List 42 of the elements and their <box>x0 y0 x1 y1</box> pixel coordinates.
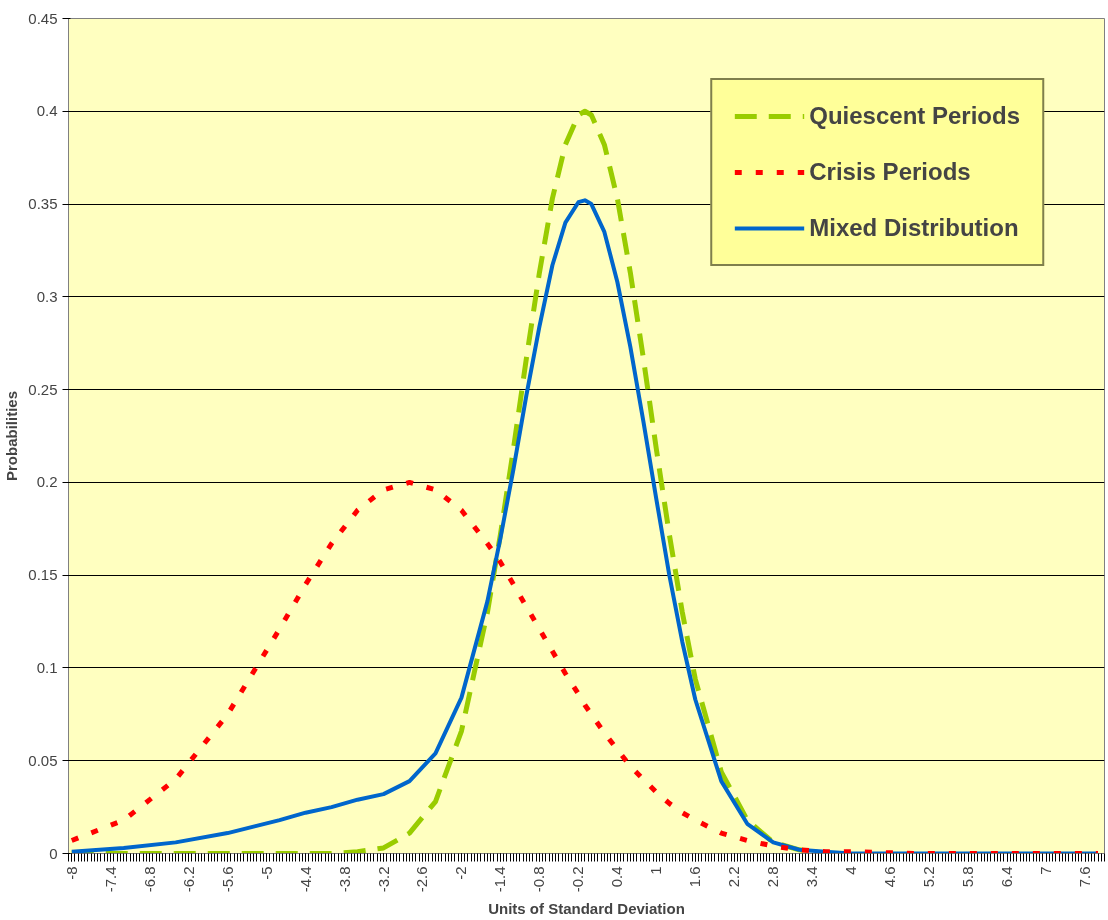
y-tick-label: 0.15 <box>28 566 58 584</box>
y-tick-label: 0.4 <box>36 102 58 120</box>
x-tick-label: 1.6 <box>686 866 704 888</box>
y-tick-label: 0.45 <box>28 9 58 27</box>
legend-label: Crisis Periods <box>809 158 971 186</box>
x-tick-label: -6.8 <box>140 866 158 893</box>
x-tick-label: 4.6 <box>881 866 899 888</box>
x-tick-label: -0.8 <box>530 866 548 893</box>
x-tick-label: -4.4 <box>296 866 314 893</box>
x-tick-label: 5.2 <box>920 866 938 888</box>
x-tick-label: -7.4 <box>101 866 119 893</box>
x-axis-title: Units of Standard Deviation <box>488 900 685 918</box>
x-tick-label: 2.8 <box>764 866 782 888</box>
x-tick-label: -5.6 <box>218 866 236 893</box>
x-tick-label: 6.4 <box>998 866 1016 888</box>
legend-label: Quiescent Periods <box>809 102 1020 130</box>
x-tick-label: -3.2 <box>374 866 392 893</box>
x-tick-label: 4 <box>842 866 860 875</box>
x-tick-label: 5.8 <box>959 866 977 888</box>
x-tick-label: -1.4 <box>491 866 509 893</box>
y-tick-label: 0.1 <box>36 658 58 676</box>
x-tick-label: 7.6 <box>1076 866 1094 888</box>
x-tick-label: -6.2 <box>179 866 197 893</box>
y-tick-label: 0.3 <box>36 287 58 305</box>
y-tick-label: 0.35 <box>28 195 58 213</box>
y-tick-label: 0.2 <box>36 473 58 491</box>
y-tick-label: 0.05 <box>28 751 58 769</box>
y-tick-label: 0 <box>49 844 58 862</box>
y-axis-title: Probabilities <box>3 390 21 482</box>
x-tick-label: -5 <box>257 866 275 880</box>
x-tick-label: 7 <box>1037 866 1055 875</box>
x-tick-label: 0.4 <box>608 866 626 888</box>
x-tick-label: -2.6 <box>413 866 431 893</box>
x-tick-label: 3.4 <box>803 866 821 888</box>
x-tick-label: 2.2 <box>725 866 743 888</box>
x-tick-label: -0.2 <box>569 866 587 893</box>
x-tick-label: -3.8 <box>335 866 353 893</box>
legend-label: Mixed Distribution <box>809 214 1019 242</box>
x-tick-label: -2 <box>452 866 470 880</box>
x-tick-label: -8 <box>62 866 80 880</box>
x-tick-label: 1 <box>647 866 665 875</box>
y-tick-label: 0.25 <box>28 380 58 398</box>
